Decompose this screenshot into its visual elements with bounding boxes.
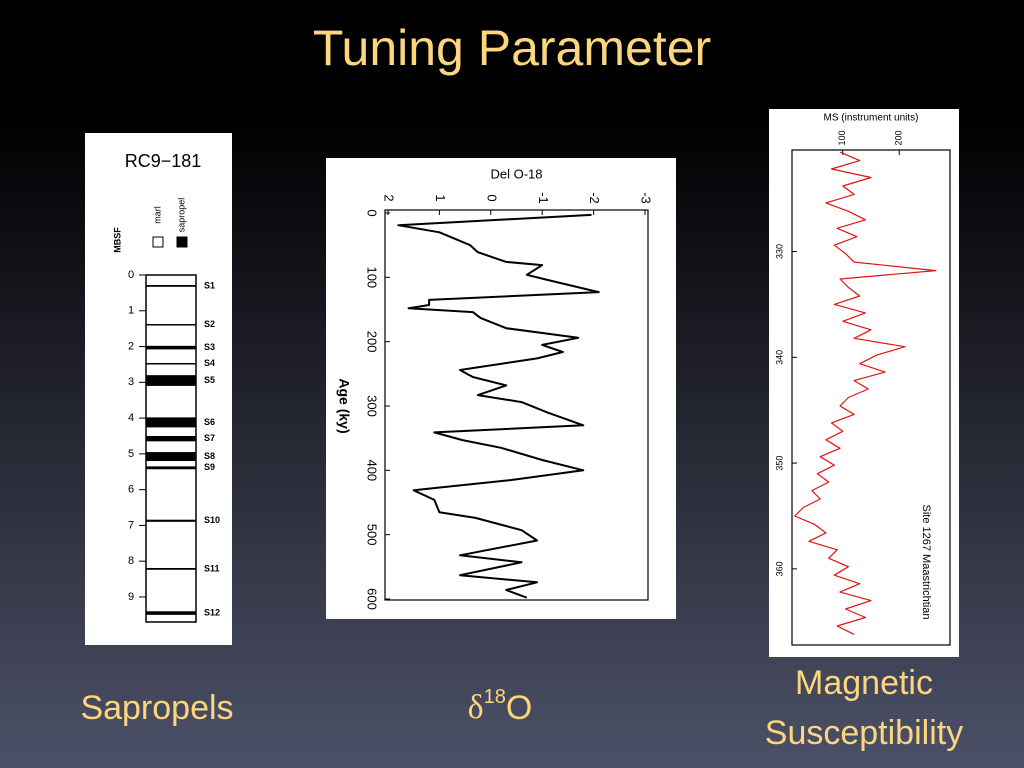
y-tick-label: 1 (128, 305, 134, 317)
core (145, 274, 197, 623)
y-tick-label: 9 (128, 591, 134, 603)
plot-frame (384, 209, 649, 601)
y-tick-label: 8 (128, 555, 134, 567)
y-tick-label: 3 (128, 376, 134, 388)
layer-label: S9 (204, 462, 215, 472)
sapropel-layer (146, 417, 196, 428)
chart-title: Del O-18 (490, 166, 542, 181)
caption-symbol: δ (468, 689, 484, 726)
caption-base: O (506, 689, 532, 727)
axis-title: Age (ky) (336, 378, 352, 433)
layer-label: S1 (204, 280, 215, 290)
sapropel-layer (146, 611, 196, 615)
panel (769, 109, 959, 657)
chart-title: MS (instrument units) (823, 113, 918, 124)
depth-tick-label: 0 (365, 209, 380, 216)
layer-label: S8 (204, 451, 215, 461)
depth-tick-label: 300 (365, 395, 380, 417)
depth-tick-label: 400 (365, 459, 380, 481)
plot-frame (791, 149, 951, 646)
sapropel-layer (146, 466, 196, 470)
caption: δ18O (468, 686, 533, 727)
y-tick-label: 0 (128, 269, 134, 281)
depth-tick-label: 600 (365, 588, 380, 610)
layer-label: S4 (204, 358, 215, 368)
depth-tick-label: 100 (365, 266, 380, 288)
data-line (794, 151, 937, 635)
core-title: RC9−181 (125, 151, 202, 171)
data-line (397, 213, 600, 599)
y-tick-label: 5 (128, 448, 134, 460)
layer-label: S10 (204, 515, 220, 525)
layer-label: S3 (204, 342, 215, 352)
y-tick-label: 4 (128, 412, 134, 424)
layer-label: S12 (204, 607, 220, 617)
layer-label: S7 (204, 433, 215, 443)
y-tick-label: 2 (128, 340, 134, 352)
depth-tick-label: 200 (365, 331, 380, 353)
slide-title: Tuning Parameter (313, 20, 711, 76)
y-tick-label: 7 (128, 519, 134, 531)
value-tick-label: -1 (536, 192, 551, 204)
sapropel-layer (146, 435, 196, 442)
value-tick-label: 2 (382, 194, 397, 201)
caption-sup: 18 (484, 686, 506, 708)
depth-tick-label: 360 (774, 561, 784, 576)
layer-label: S6 (204, 417, 215, 427)
depth-tick-label: 350 (774, 456, 784, 471)
legend-label: sapropel (176, 198, 186, 233)
value-tick-label: 0 (484, 194, 499, 201)
caption: Sapropels (80, 689, 233, 727)
layer-label: S2 (204, 319, 215, 329)
panel (326, 158, 676, 619)
layer-label: S5 (204, 375, 215, 385)
sapropel-layer (146, 363, 196, 365)
depth-tick-label: 500 (365, 524, 380, 546)
legend-swatch (152, 236, 164, 248)
sapropel-layer (146, 567, 196, 570)
sapropel-layer (146, 285, 196, 287)
depth-tick-label: 330 (774, 244, 784, 259)
sapropel-layer (146, 519, 196, 522)
sapropel-layer (146, 452, 196, 462)
depth-tick-label: 340 (774, 350, 784, 365)
value-tick-label: -3 (639, 192, 654, 204)
caption: Magnetic (795, 664, 933, 702)
legend-label: marl (152, 206, 162, 224)
value-tick-label: 100 (837, 130, 847, 145)
value-tick-label: 200 (894, 130, 904, 145)
value-tick-label: -2 (587, 192, 602, 204)
caption: Susceptibility (765, 714, 963, 752)
layer-label: S11 (204, 563, 220, 573)
axis-title: MBSF (112, 227, 122, 253)
sapropel-layer (146, 324, 196, 326)
y-tick-label: 6 (128, 484, 134, 496)
sapropel-layer (146, 345, 196, 350)
annotation: Site 1267 Maastrichtian (920, 505, 932, 620)
legend-swatch (176, 236, 188, 248)
sapropel-layer (146, 375, 196, 386)
value-tick-label: 1 (433, 194, 448, 201)
